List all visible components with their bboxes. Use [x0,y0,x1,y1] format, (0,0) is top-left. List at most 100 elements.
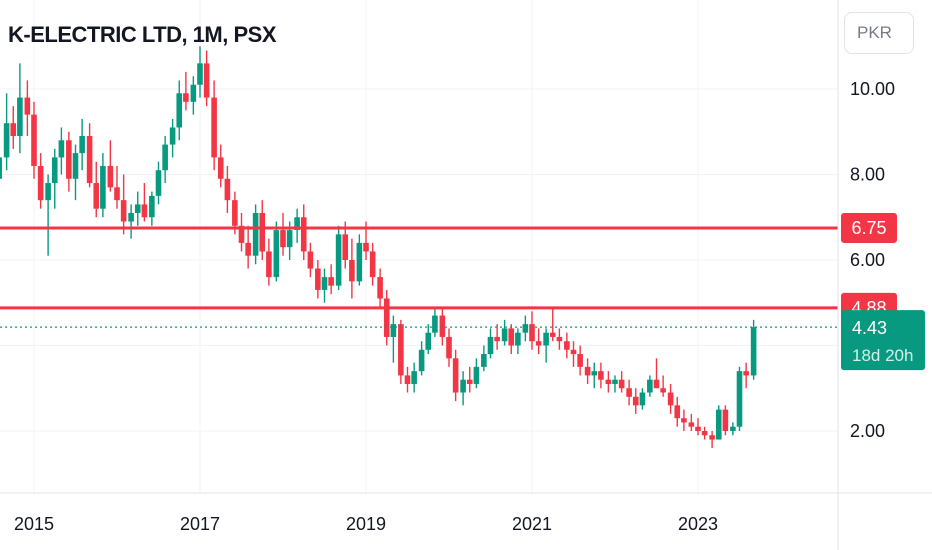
candle-up [473,366,480,384]
candle-up [335,234,342,286]
x-tick-label: 2015 [14,514,54,534]
candle-up [750,327,757,376]
candle-up [715,409,722,440]
candle-down [598,371,604,380]
grid [0,0,838,493]
candles [0,46,757,449]
x-tick-label: 2021 [512,514,552,534]
candle-down [183,93,189,102]
chart-title: K-ELECTRIC LTD, 1M, PSX [8,22,277,47]
candle-down [363,242,369,252]
candle-down [398,324,404,376]
candle-down [211,97,217,158]
candle-up [169,127,176,145]
candle-up [252,212,259,256]
candle-down [93,183,100,209]
candle-down [120,200,127,222]
candle-down [681,418,687,423]
candle-down [556,336,563,342]
x-tick-label: 2023 [678,514,718,534]
candle-up [149,195,155,218]
candle-down [626,388,632,397]
candle-up [176,93,183,128]
candle-down [439,315,446,337]
candle-down [529,324,535,342]
candle-down [10,123,17,137]
candle-down [709,435,715,440]
y-tick-label: 8.00 [850,165,885,185]
candle-up [411,371,417,384]
candle-down [141,204,148,218]
candle-up [432,315,438,333]
candle-up [647,379,653,393]
candle-down [342,234,349,260]
candle-down [632,396,639,406]
candle-up [72,153,79,179]
candle-down [238,225,245,243]
candle-down [328,277,334,286]
candle-down [107,165,114,188]
candle-down [245,242,251,256]
currency-selector[interactable]: PKR [844,12,914,54]
candle-up [515,332,521,346]
candle-down [37,165,44,201]
candle-up [273,230,280,278]
last-price-badge [841,310,925,371]
candle-down [605,379,612,384]
candle-down [570,349,577,355]
candle-up [460,379,466,393]
candle-up [356,242,363,282]
candle-up [51,157,58,184]
candle-down [508,328,515,346]
candle-up [736,371,743,427]
candle-up [197,63,203,85]
candle-up [418,349,425,372]
candle-up [591,371,598,376]
candle-up [162,144,168,171]
candle-down [349,260,355,282]
candle-down [266,251,272,278]
y-tick-label: 2.00 [850,421,885,441]
level-label: 6.75 [851,218,886,238]
candle-up [501,328,508,342]
candle-up [58,140,65,158]
candle-down [494,336,500,342]
candle-up [190,84,197,102]
candle-down [466,379,473,384]
candle-up [3,123,10,158]
candle-down [660,388,666,393]
candle-down [86,136,93,184]
candle-down [674,405,681,419]
x-tick-label: 2017 [180,514,220,534]
candle-down [307,251,314,269]
candle-down [653,379,660,389]
candle-up [17,97,23,137]
candle-up [543,332,549,346]
candle-up [425,332,432,350]
candle-up [321,277,328,290]
candle-down [31,114,37,166]
candle-down [564,341,570,350]
candle-down [452,358,459,393]
candle-down [300,217,307,252]
level-badge [841,212,897,243]
bar-countdown-label: 18d 20h [852,346,913,365]
last-price-label: 4.43 [852,318,887,338]
x-tick-label: 2019 [346,514,386,534]
candle-down [446,336,452,359]
candle-up [286,230,293,248]
candle-up [134,204,141,213]
candle-down [203,63,210,98]
candle-down [404,375,411,384]
candle-down [280,230,286,248]
candle-up [155,170,162,196]
candle-up [79,136,85,154]
candle-down [577,354,583,367]
candle-up [128,212,134,222]
candle-down [24,97,31,115]
candle-down [618,379,625,389]
y-tick-label: 10.00 [850,79,895,99]
candle-down [383,298,390,337]
